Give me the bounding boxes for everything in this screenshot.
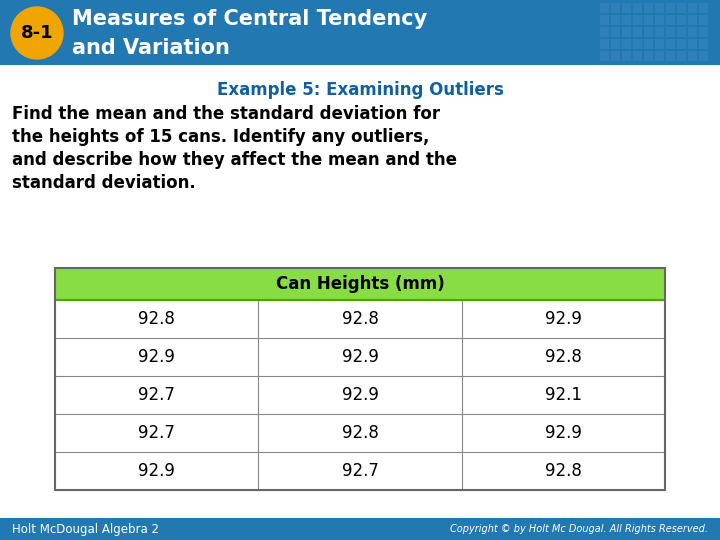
Bar <box>644 39 653 49</box>
Bar <box>633 15 642 25</box>
Text: and Variation: and Variation <box>72 38 230 58</box>
Bar <box>600 39 609 49</box>
Bar <box>699 15 708 25</box>
Bar <box>677 51 686 61</box>
Bar <box>677 3 686 13</box>
Bar <box>655 3 664 13</box>
Bar <box>655 15 664 25</box>
Bar <box>644 27 653 37</box>
Bar <box>666 39 675 49</box>
Bar <box>666 3 675 13</box>
Bar <box>666 51 675 61</box>
Bar <box>633 51 642 61</box>
Bar <box>611 27 620 37</box>
Text: 92.7: 92.7 <box>341 462 379 480</box>
Bar <box>677 15 686 25</box>
Bar <box>655 51 664 61</box>
Text: Holt McDougal Algebra 2: Holt McDougal Algebra 2 <box>12 523 159 536</box>
Bar <box>55 338 665 376</box>
Bar <box>699 3 708 13</box>
Bar <box>622 39 631 49</box>
Bar <box>622 27 631 37</box>
Bar <box>677 27 686 37</box>
Bar <box>655 27 664 37</box>
Text: 92.8: 92.8 <box>341 424 379 442</box>
Text: 92.8: 92.8 <box>545 348 582 366</box>
Text: 92.8: 92.8 <box>545 462 582 480</box>
Text: Measures of Central Tendency: Measures of Central Tendency <box>72 9 427 29</box>
Bar <box>688 27 697 37</box>
Bar <box>655 39 664 49</box>
Text: 92.9: 92.9 <box>545 424 582 442</box>
Bar <box>666 15 675 25</box>
Bar <box>55 414 665 452</box>
Bar <box>55 268 665 300</box>
Bar <box>622 3 631 13</box>
Text: 92.9: 92.9 <box>341 348 379 366</box>
Bar <box>699 51 708 61</box>
Bar <box>633 39 642 49</box>
Bar <box>622 51 631 61</box>
Bar <box>688 51 697 61</box>
Text: 92.8: 92.8 <box>341 310 379 328</box>
Text: Can Heights (mm): Can Heights (mm) <box>276 275 444 293</box>
Bar <box>611 15 620 25</box>
Bar <box>0 518 720 540</box>
Text: the heights of 15 cans. Identify any outliers,: the heights of 15 cans. Identify any out… <box>12 128 429 146</box>
Bar <box>644 15 653 25</box>
Bar <box>55 300 665 338</box>
Text: 92.8: 92.8 <box>138 310 175 328</box>
Text: standard deviation.: standard deviation. <box>12 174 196 192</box>
Bar <box>55 452 665 490</box>
Text: 92.7: 92.7 <box>138 424 175 442</box>
Bar <box>55 376 665 414</box>
Circle shape <box>11 7 63 59</box>
Text: and describe how they affect the mean and the: and describe how they affect the mean an… <box>12 151 457 169</box>
Bar <box>677 39 686 49</box>
Bar <box>611 51 620 61</box>
Bar <box>600 3 609 13</box>
Bar <box>644 51 653 61</box>
Bar <box>611 39 620 49</box>
Text: Example 5: Examining Outliers: Example 5: Examining Outliers <box>217 81 503 99</box>
Bar <box>600 15 609 25</box>
Bar <box>699 39 708 49</box>
Bar <box>633 3 642 13</box>
Bar <box>633 27 642 37</box>
Bar <box>688 3 697 13</box>
Bar <box>611 3 620 13</box>
Text: 92.9: 92.9 <box>545 310 582 328</box>
Bar <box>600 27 609 37</box>
Text: Copyright © by Holt Mc Dougal. All Rights Reserved.: Copyright © by Holt Mc Dougal. All Right… <box>450 524 708 534</box>
Text: 92.7: 92.7 <box>138 386 175 404</box>
Text: 92.9: 92.9 <box>138 462 175 480</box>
Bar <box>688 15 697 25</box>
Bar <box>600 51 609 61</box>
Bar <box>644 3 653 13</box>
Text: 92.9: 92.9 <box>341 386 379 404</box>
Text: 8-1: 8-1 <box>21 24 53 42</box>
Bar <box>55 268 665 490</box>
Bar <box>699 27 708 37</box>
Bar <box>622 15 631 25</box>
Bar <box>666 27 675 37</box>
Text: Find the mean and the standard deviation for: Find the mean and the standard deviation… <box>12 105 440 123</box>
Text: 92.9: 92.9 <box>138 348 175 366</box>
Text: 92.1: 92.1 <box>545 386 582 404</box>
Bar <box>0 0 720 65</box>
Bar <box>688 39 697 49</box>
